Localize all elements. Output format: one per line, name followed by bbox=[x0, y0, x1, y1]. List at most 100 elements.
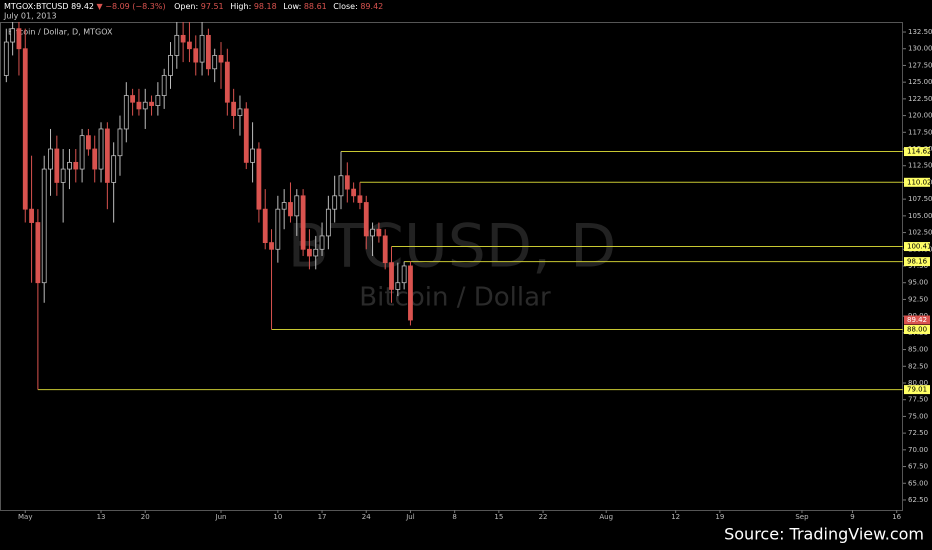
y-tick-label: 72.50 bbox=[908, 429, 928, 437]
high: 98.18 bbox=[254, 2, 277, 11]
candle-body bbox=[300, 195, 306, 250]
candle-body bbox=[149, 101, 154, 106]
x-tick-label: 12 bbox=[671, 513, 680, 521]
candle-body bbox=[79, 135, 85, 170]
x-tick-label: 15 bbox=[494, 513, 503, 521]
y-tick-label: 75.00 bbox=[908, 412, 928, 420]
candle-body bbox=[104, 128, 110, 183]
x-tick-label: 9 bbox=[850, 513, 854, 521]
change: ▼ −8.09 (−8.3%) bbox=[97, 2, 166, 11]
y-tick-label: 132.50 bbox=[908, 28, 932, 36]
x-tick-label: 10 bbox=[273, 513, 282, 521]
last: 89.42 bbox=[71, 2, 94, 11]
candle-body bbox=[376, 228, 382, 237]
level-label-box bbox=[904, 242, 930, 252]
candle-body bbox=[256, 148, 262, 210]
candle-body bbox=[319, 235, 325, 250]
y-tick-label: 125.00 bbox=[908, 78, 932, 86]
watermark-sub: Bitcoin / Dollar bbox=[359, 283, 551, 313]
candle-body bbox=[231, 101, 237, 116]
y-tick-label: 65.00 bbox=[908, 479, 928, 487]
y-tick-label: 102.50 bbox=[908, 229, 932, 237]
open-label: Open: bbox=[174, 2, 198, 11]
candle-body bbox=[243, 108, 249, 163]
candle-body bbox=[117, 128, 123, 157]
candle-body bbox=[54, 148, 60, 183]
candle-body bbox=[363, 202, 369, 237]
x-tick-label: 8 bbox=[452, 513, 456, 521]
candle-body bbox=[351, 188, 357, 197]
y-tick-label: 82.50 bbox=[908, 362, 928, 370]
candle-body bbox=[357, 195, 363, 203]
y-tick-label: 122.50 bbox=[908, 95, 932, 103]
candle-body bbox=[98, 128, 104, 170]
candle-body bbox=[92, 148, 98, 170]
candle-body bbox=[237, 108, 243, 116]
y-tick-label: 85.00 bbox=[908, 346, 928, 354]
candle-body bbox=[332, 195, 338, 210]
candle-body bbox=[10, 28, 16, 43]
close: 89.42 bbox=[360, 2, 383, 11]
candle-body bbox=[168, 55, 173, 76]
candle-body bbox=[344, 175, 350, 190]
candle-body bbox=[187, 41, 192, 50]
candle-body bbox=[22, 48, 28, 210]
candle-body bbox=[269, 242, 274, 250]
y-tick-label: 92.50 bbox=[908, 295, 928, 303]
candle-body bbox=[250, 148, 255, 163]
last-price-box bbox=[904, 315, 930, 325]
candle-body bbox=[86, 135, 91, 150]
y-tick-label: 107.50 bbox=[908, 195, 932, 203]
plot-frame bbox=[0, 22, 903, 511]
level-label: 110.02 bbox=[907, 178, 932, 186]
chart-title: Bitcoin / Dollar, D, MTGOX bbox=[8, 28, 113, 37]
candle-body bbox=[408, 265, 413, 321]
candle-body bbox=[281, 202, 287, 210]
level-label-box bbox=[904, 385, 930, 395]
y-tick-label: 62.50 bbox=[908, 496, 928, 504]
level-label: 88.00 bbox=[907, 326, 927, 334]
y-tick-label: 127.50 bbox=[908, 61, 932, 69]
last-price-label: 89.42 bbox=[907, 316, 927, 324]
x-tick-label: 24 bbox=[362, 513, 371, 521]
candle-body bbox=[48, 148, 53, 170]
level-label-box bbox=[904, 325, 930, 335]
candle-body bbox=[275, 208, 281, 250]
y-tick-label: 105.00 bbox=[908, 212, 932, 220]
candle-body bbox=[67, 161, 72, 170]
close-label: Close: bbox=[333, 2, 358, 11]
x-tick-label: 20 bbox=[141, 513, 150, 521]
candle-body bbox=[130, 95, 136, 103]
level-label: 98.16 bbox=[907, 258, 928, 266]
level-label: 100.41 bbox=[907, 243, 932, 251]
candle-body bbox=[401, 265, 407, 284]
candle-body bbox=[325, 208, 331, 237]
candle-body bbox=[199, 34, 205, 63]
level-label: 114.62 bbox=[907, 148, 932, 156]
candle-body bbox=[382, 235, 388, 264]
x-tick-label: 13 bbox=[97, 513, 106, 521]
candle-body bbox=[180, 34, 186, 43]
y-tick-label: 67.50 bbox=[908, 463, 928, 471]
candle-body bbox=[224, 61, 230, 103]
candle-body bbox=[370, 228, 375, 237]
x-tick-label: Jun bbox=[215, 513, 227, 521]
candle-body bbox=[395, 282, 401, 290]
candle-body bbox=[313, 248, 319, 257]
candle-body bbox=[3, 41, 9, 76]
candle-body bbox=[338, 175, 344, 197]
level-label: 79.01 bbox=[907, 386, 927, 394]
high-label: High: bbox=[230, 2, 251, 11]
candle-body bbox=[111, 155, 117, 183]
y-tick-label: 77.50 bbox=[908, 396, 928, 404]
y-tick-label: 130.00 bbox=[908, 45, 932, 53]
candle-body bbox=[307, 248, 312, 257]
x-tick-label: May bbox=[18, 513, 32, 521]
y-tick-label: 95.00 bbox=[908, 279, 928, 287]
candle-body bbox=[29, 208, 34, 223]
y-tick-label: 80.00 bbox=[908, 379, 928, 387]
level-label-box bbox=[904, 257, 930, 267]
header: MTGOX:BTCUSD 89.42 ▼ −8.09 (−8.3%) Open:… bbox=[4, 2, 383, 11]
x-tick-label: Jul bbox=[405, 513, 415, 521]
